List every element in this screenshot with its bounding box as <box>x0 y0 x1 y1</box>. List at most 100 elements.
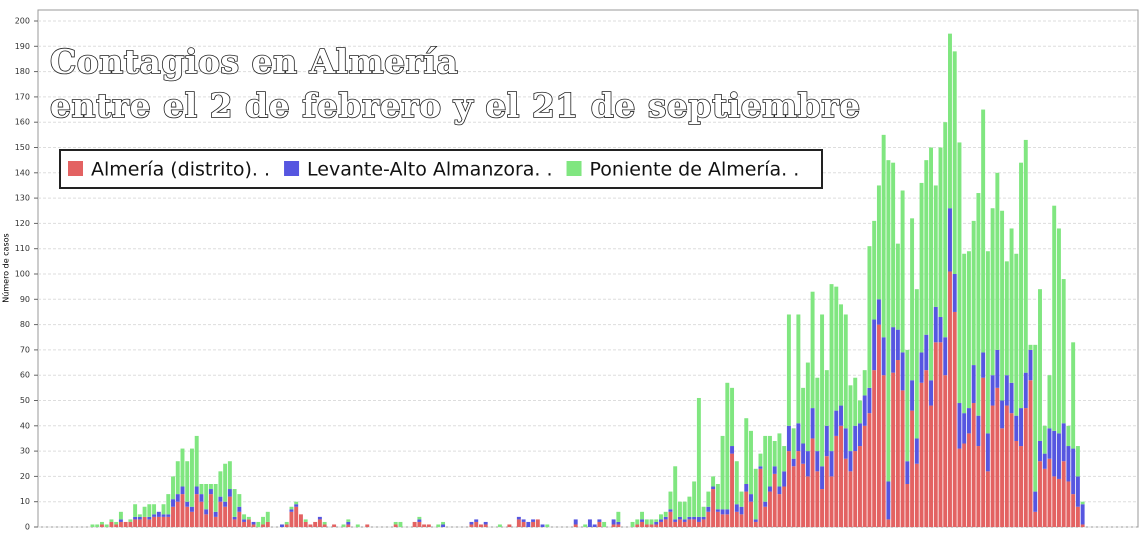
bar-segment <box>948 33 952 209</box>
bar-segment <box>204 514 209 527</box>
bar-segment <box>1075 476 1080 507</box>
bar-segment <box>886 519 891 527</box>
y-tick-label: 130 <box>15 194 30 203</box>
bar-segment <box>516 519 521 527</box>
bar-segment <box>280 524 284 527</box>
bar-segment <box>137 519 142 527</box>
bar-segment <box>985 433 990 472</box>
bar-segment <box>1080 501 1085 505</box>
bar-segment <box>1052 476 1057 527</box>
bar-segment <box>872 370 877 527</box>
bar-segment <box>1056 478 1061 527</box>
bar-segment <box>829 284 834 452</box>
bar-segment <box>900 352 905 391</box>
bar-segment <box>701 506 706 517</box>
bar-segment <box>1075 446 1080 477</box>
bar-segment <box>829 451 834 477</box>
bar-segment <box>1004 375 1009 406</box>
bar-segment <box>943 337 948 376</box>
bar-segment <box>611 524 616 527</box>
bar-segment <box>711 486 716 490</box>
bar-segment <box>772 440 777 467</box>
bar-segment <box>118 519 123 522</box>
bar-segment <box>677 519 682 527</box>
bar-segment <box>583 524 588 527</box>
bar-segment <box>739 506 744 515</box>
y-tick-label: 10 <box>20 497 30 506</box>
bar-segment <box>289 506 294 510</box>
bar-segment <box>791 428 796 459</box>
bar-segment <box>1033 491 1038 512</box>
y-tick-label: 170 <box>15 92 30 101</box>
bar-segment <box>957 448 962 527</box>
bar-segment <box>1061 423 1066 462</box>
bar-segment <box>985 251 990 434</box>
bar-segment <box>213 483 218 512</box>
bar-segment <box>246 516 251 520</box>
bar-segment <box>715 483 720 510</box>
bar-segment <box>810 291 815 409</box>
bar-segment <box>1000 210 1005 401</box>
bar-segment <box>640 511 645 520</box>
bar-segment <box>166 516 171 527</box>
bar-segment <box>1080 524 1085 527</box>
bar-segment <box>971 220 976 366</box>
bar-segment <box>1042 453 1047 469</box>
bar-segment <box>848 451 853 472</box>
bar-segment <box>294 506 299 527</box>
bar-segment <box>1014 253 1019 416</box>
bar-segment <box>1009 413 1014 527</box>
bar-segment <box>966 408 971 434</box>
bar-segment <box>322 524 327 527</box>
bar-segment <box>753 519 758 522</box>
bar-segment <box>952 311 957 527</box>
bar-segment <box>701 519 706 527</box>
bar-segment <box>346 524 351 527</box>
bar-segment <box>952 274 957 312</box>
bar-segment <box>985 471 990 527</box>
bar-segment <box>663 519 668 527</box>
bar-segment <box>886 160 891 482</box>
bar-segment <box>1042 468 1047 527</box>
bar-segment <box>715 511 720 527</box>
bar-segment <box>777 494 782 527</box>
bar-segment <box>142 506 147 517</box>
bar-segment <box>1061 279 1066 424</box>
bar-segment <box>1000 428 1005 527</box>
bar-segment <box>881 337 886 376</box>
bar-segment <box>1071 494 1076 527</box>
bar-segment <box>242 519 247 522</box>
bar-segment <box>644 524 649 527</box>
bar-segment <box>133 519 138 527</box>
bar-segment <box>1014 415 1019 441</box>
bar-segment <box>545 524 550 527</box>
bar-segment <box>995 349 1000 388</box>
bar-segment <box>744 418 749 484</box>
bar-segment <box>294 501 299 505</box>
y-tick-label: 180 <box>15 67 30 76</box>
y-tick-label: 70 <box>20 345 30 354</box>
y-axis-label: Número de casos <box>2 233 11 302</box>
bar-segment <box>687 519 692 527</box>
bar-segment <box>284 524 289 527</box>
bar-segment <box>891 162 896 328</box>
bar-segment <box>872 220 877 320</box>
bar-segment <box>161 504 166 515</box>
bar-segment <box>242 521 247 527</box>
bar-segment <box>218 496 223 502</box>
bar-segment <box>938 317 943 343</box>
bar-segment <box>137 516 142 520</box>
bar-segment <box>711 476 716 487</box>
bar-segment <box>223 506 228 527</box>
bar-segment <box>223 463 228 502</box>
bar-segment <box>739 491 744 507</box>
bar-segment <box>99 521 104 525</box>
bar-segment <box>218 501 223 527</box>
bar-segment <box>857 446 862 527</box>
bar-segment <box>118 511 123 520</box>
bar-segment <box>133 516 138 520</box>
bar-segment <box>673 466 678 520</box>
bar-segment <box>782 486 787 527</box>
bar-segment <box>749 430 753 495</box>
bar-segment <box>104 524 109 527</box>
